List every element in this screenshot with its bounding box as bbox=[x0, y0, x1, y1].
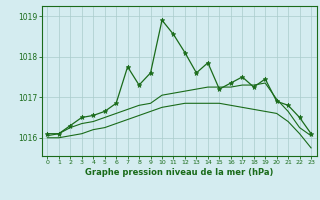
X-axis label: Graphe pression niveau de la mer (hPa): Graphe pression niveau de la mer (hPa) bbox=[85, 168, 273, 177]
